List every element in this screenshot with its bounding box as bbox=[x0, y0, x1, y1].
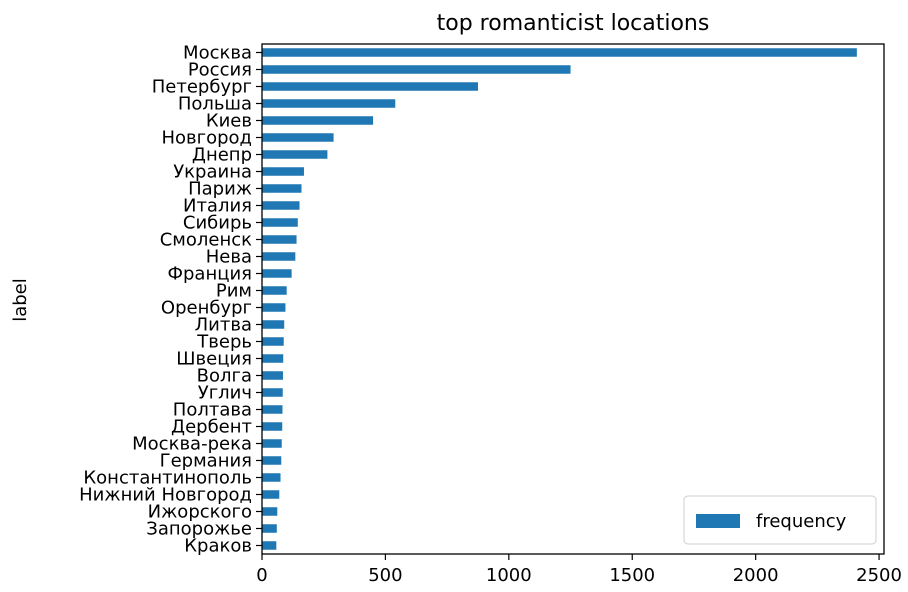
y-tick-label: Рим bbox=[216, 281, 252, 302]
x-tick-label: 2500 bbox=[856, 565, 902, 586]
x-tick-label: 2000 bbox=[733, 565, 779, 586]
y-tick-label: Волга bbox=[197, 366, 252, 387]
y-tick-label: Днепр bbox=[192, 145, 252, 166]
y-tick-label: Франция bbox=[168, 264, 253, 285]
y-tick-label: Ижорского bbox=[148, 502, 252, 523]
bar bbox=[262, 167, 304, 176]
y-tick-label: Полтава bbox=[173, 400, 252, 421]
bar bbox=[262, 286, 287, 295]
y-tick-label: Новгород bbox=[161, 128, 252, 149]
y-axis-ticks: МоскваРоссияПетербургПольшаКиевНовгородД… bbox=[79, 43, 262, 557]
y-axis-label: label bbox=[10, 278, 31, 322]
legend-label: frequency bbox=[756, 511, 847, 532]
bar bbox=[262, 218, 298, 227]
bar bbox=[262, 371, 283, 380]
y-tick-label: Польша bbox=[178, 94, 252, 115]
y-tick-label: Оренбург bbox=[161, 298, 252, 319]
y-tick-label: Петербург bbox=[152, 77, 252, 98]
y-tick-label: Краков bbox=[184, 536, 252, 557]
bar bbox=[262, 405, 283, 414]
y-tick-label: Париж bbox=[188, 179, 252, 200]
bar bbox=[262, 269, 292, 278]
x-tick-label: 500 bbox=[368, 565, 402, 586]
bar bbox=[262, 337, 284, 346]
bar bbox=[262, 439, 282, 448]
bar bbox=[262, 48, 857, 57]
plot-frame bbox=[261, 43, 885, 555]
bar bbox=[262, 82, 478, 91]
y-tick-label: Дербент bbox=[171, 417, 252, 438]
bar bbox=[262, 184, 302, 193]
bar bbox=[262, 116, 374, 125]
bar bbox=[262, 541, 277, 550]
x-tick-label: 1000 bbox=[486, 565, 532, 586]
bar bbox=[262, 354, 284, 363]
y-tick-label: Нижний Новгород bbox=[79, 485, 252, 506]
bar bbox=[262, 65, 571, 74]
y-tick-label: Швеция bbox=[176, 349, 252, 370]
bar bbox=[262, 524, 277, 533]
y-tick-label: Германия bbox=[160, 451, 252, 472]
bar bbox=[262, 252, 296, 261]
y-tick-label: Киев bbox=[206, 111, 252, 132]
y-tick-label: Москва bbox=[183, 43, 252, 64]
y-tick-label: Италия bbox=[183, 196, 252, 217]
y-tick-label: Литва bbox=[195, 315, 252, 336]
bars bbox=[262, 48, 857, 550]
bar bbox=[262, 150, 328, 159]
x-axis-ticks: 0 500 1000 1500 2000 2500 bbox=[256, 554, 902, 586]
y-tick-label: Москва-река bbox=[132, 434, 252, 455]
bar bbox=[262, 388, 283, 397]
legend-box bbox=[683, 495, 877, 545]
y-tick-label: Константинополь bbox=[83, 468, 252, 489]
legend-swatch bbox=[696, 514, 740, 528]
bar bbox=[262, 422, 283, 431]
y-tick-label: Россия bbox=[188, 60, 252, 81]
y-tick-label: Нева bbox=[206, 247, 252, 268]
y-tick-label: Тверь bbox=[196, 332, 252, 353]
bar bbox=[262, 303, 286, 312]
bar bbox=[262, 133, 334, 142]
bar bbox=[262, 456, 282, 465]
bar bbox=[262, 201, 300, 210]
legend: frequency bbox=[683, 495, 877, 545]
chart-title: top romanticist locations bbox=[437, 11, 710, 36]
y-tick-label: Запорожье bbox=[146, 519, 252, 540]
bar bbox=[262, 320, 285, 329]
x-tick-label: 0 bbox=[256, 565, 267, 586]
bar bbox=[262, 99, 396, 108]
y-tick-label: Смоленск bbox=[160, 230, 252, 251]
y-tick-label: Углич bbox=[198, 383, 252, 404]
y-tick-label: Украина bbox=[173, 162, 252, 183]
x-tick-label: 1500 bbox=[609, 565, 655, 586]
y-tick-label: Сибирь bbox=[183, 213, 252, 234]
bar bbox=[262, 473, 281, 482]
bar bbox=[262, 235, 297, 244]
bar bbox=[262, 507, 278, 516]
bar bbox=[262, 490, 280, 499]
